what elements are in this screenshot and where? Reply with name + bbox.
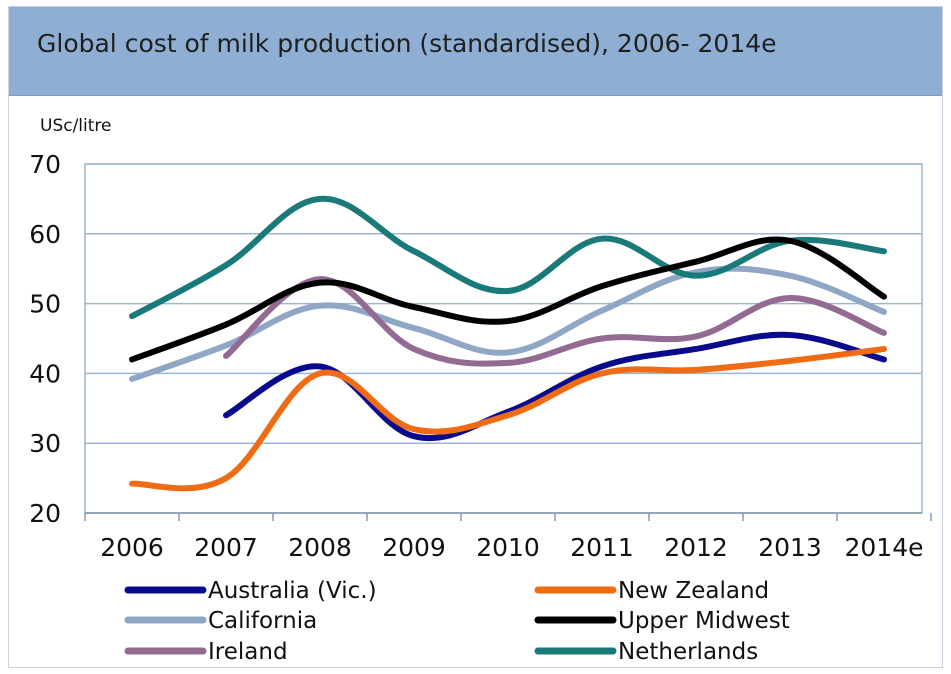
y-tick-label: 50 [29,290,61,319]
x-tick-label: 2009 [382,533,446,562]
legend-label: New Zealand [618,578,769,604]
axes: 20 30 40 50 60 70 2006 2007 2008 2009 2010 2011 2012… [29,150,932,562]
title-bar: Global cost of milk production (standard… [9,7,942,96]
series-line-australia-vic [223,331,887,442]
x-tick-label: 2013 [758,533,822,562]
series-line-california [129,265,887,382]
y-tick-label: 70 [29,150,61,179]
series-lines [129,195,887,492]
legend-label: Ireland [208,639,288,665]
series-line-ireland [223,276,887,367]
x-tick-label: 2010 [476,533,540,562]
legend-item-california: California [124,608,317,634]
legend-label: Netherlands [618,639,758,665]
y-axis-label: USc/litre [40,116,112,136]
y-tick-label: 30 [29,429,61,458]
series-line-new-zealand [129,345,887,492]
x-tick-label: 2006 [100,533,164,562]
legend-item-australia-vic: Australia (Vic.) [124,578,377,604]
chart-title: Global cost of milk production (standard… [37,29,777,58]
x-tick-label: 2008 [288,533,352,562]
legend-label: California [208,608,317,634]
y-tick-label: 60 [29,220,61,249]
legend-item-netherlands: Netherlands [534,639,758,665]
legend-label: Australia (Vic.) [208,578,377,604]
series-line-netherlands [129,195,887,320]
legend-item-upper-midwest: Upper Midwest [534,608,790,634]
legend: Australia (Vic.) New Zealand California Upp… [124,578,790,665]
series-line-upper-midwest [129,236,887,363]
x-tick-label: 2011 [570,533,634,562]
x-tick-label: 2014e [844,533,923,562]
legend-item-ireland: Ireland [124,639,288,665]
y-tick-label: 40 [29,359,61,388]
legend-item-new-zealand: New Zealand [534,578,769,604]
legend-label: Upper Midwest [618,608,790,634]
y-tick-label: 20 [29,499,61,528]
x-tick-label: 2007 [194,533,258,562]
x-tick-label: 2012 [664,533,728,562]
